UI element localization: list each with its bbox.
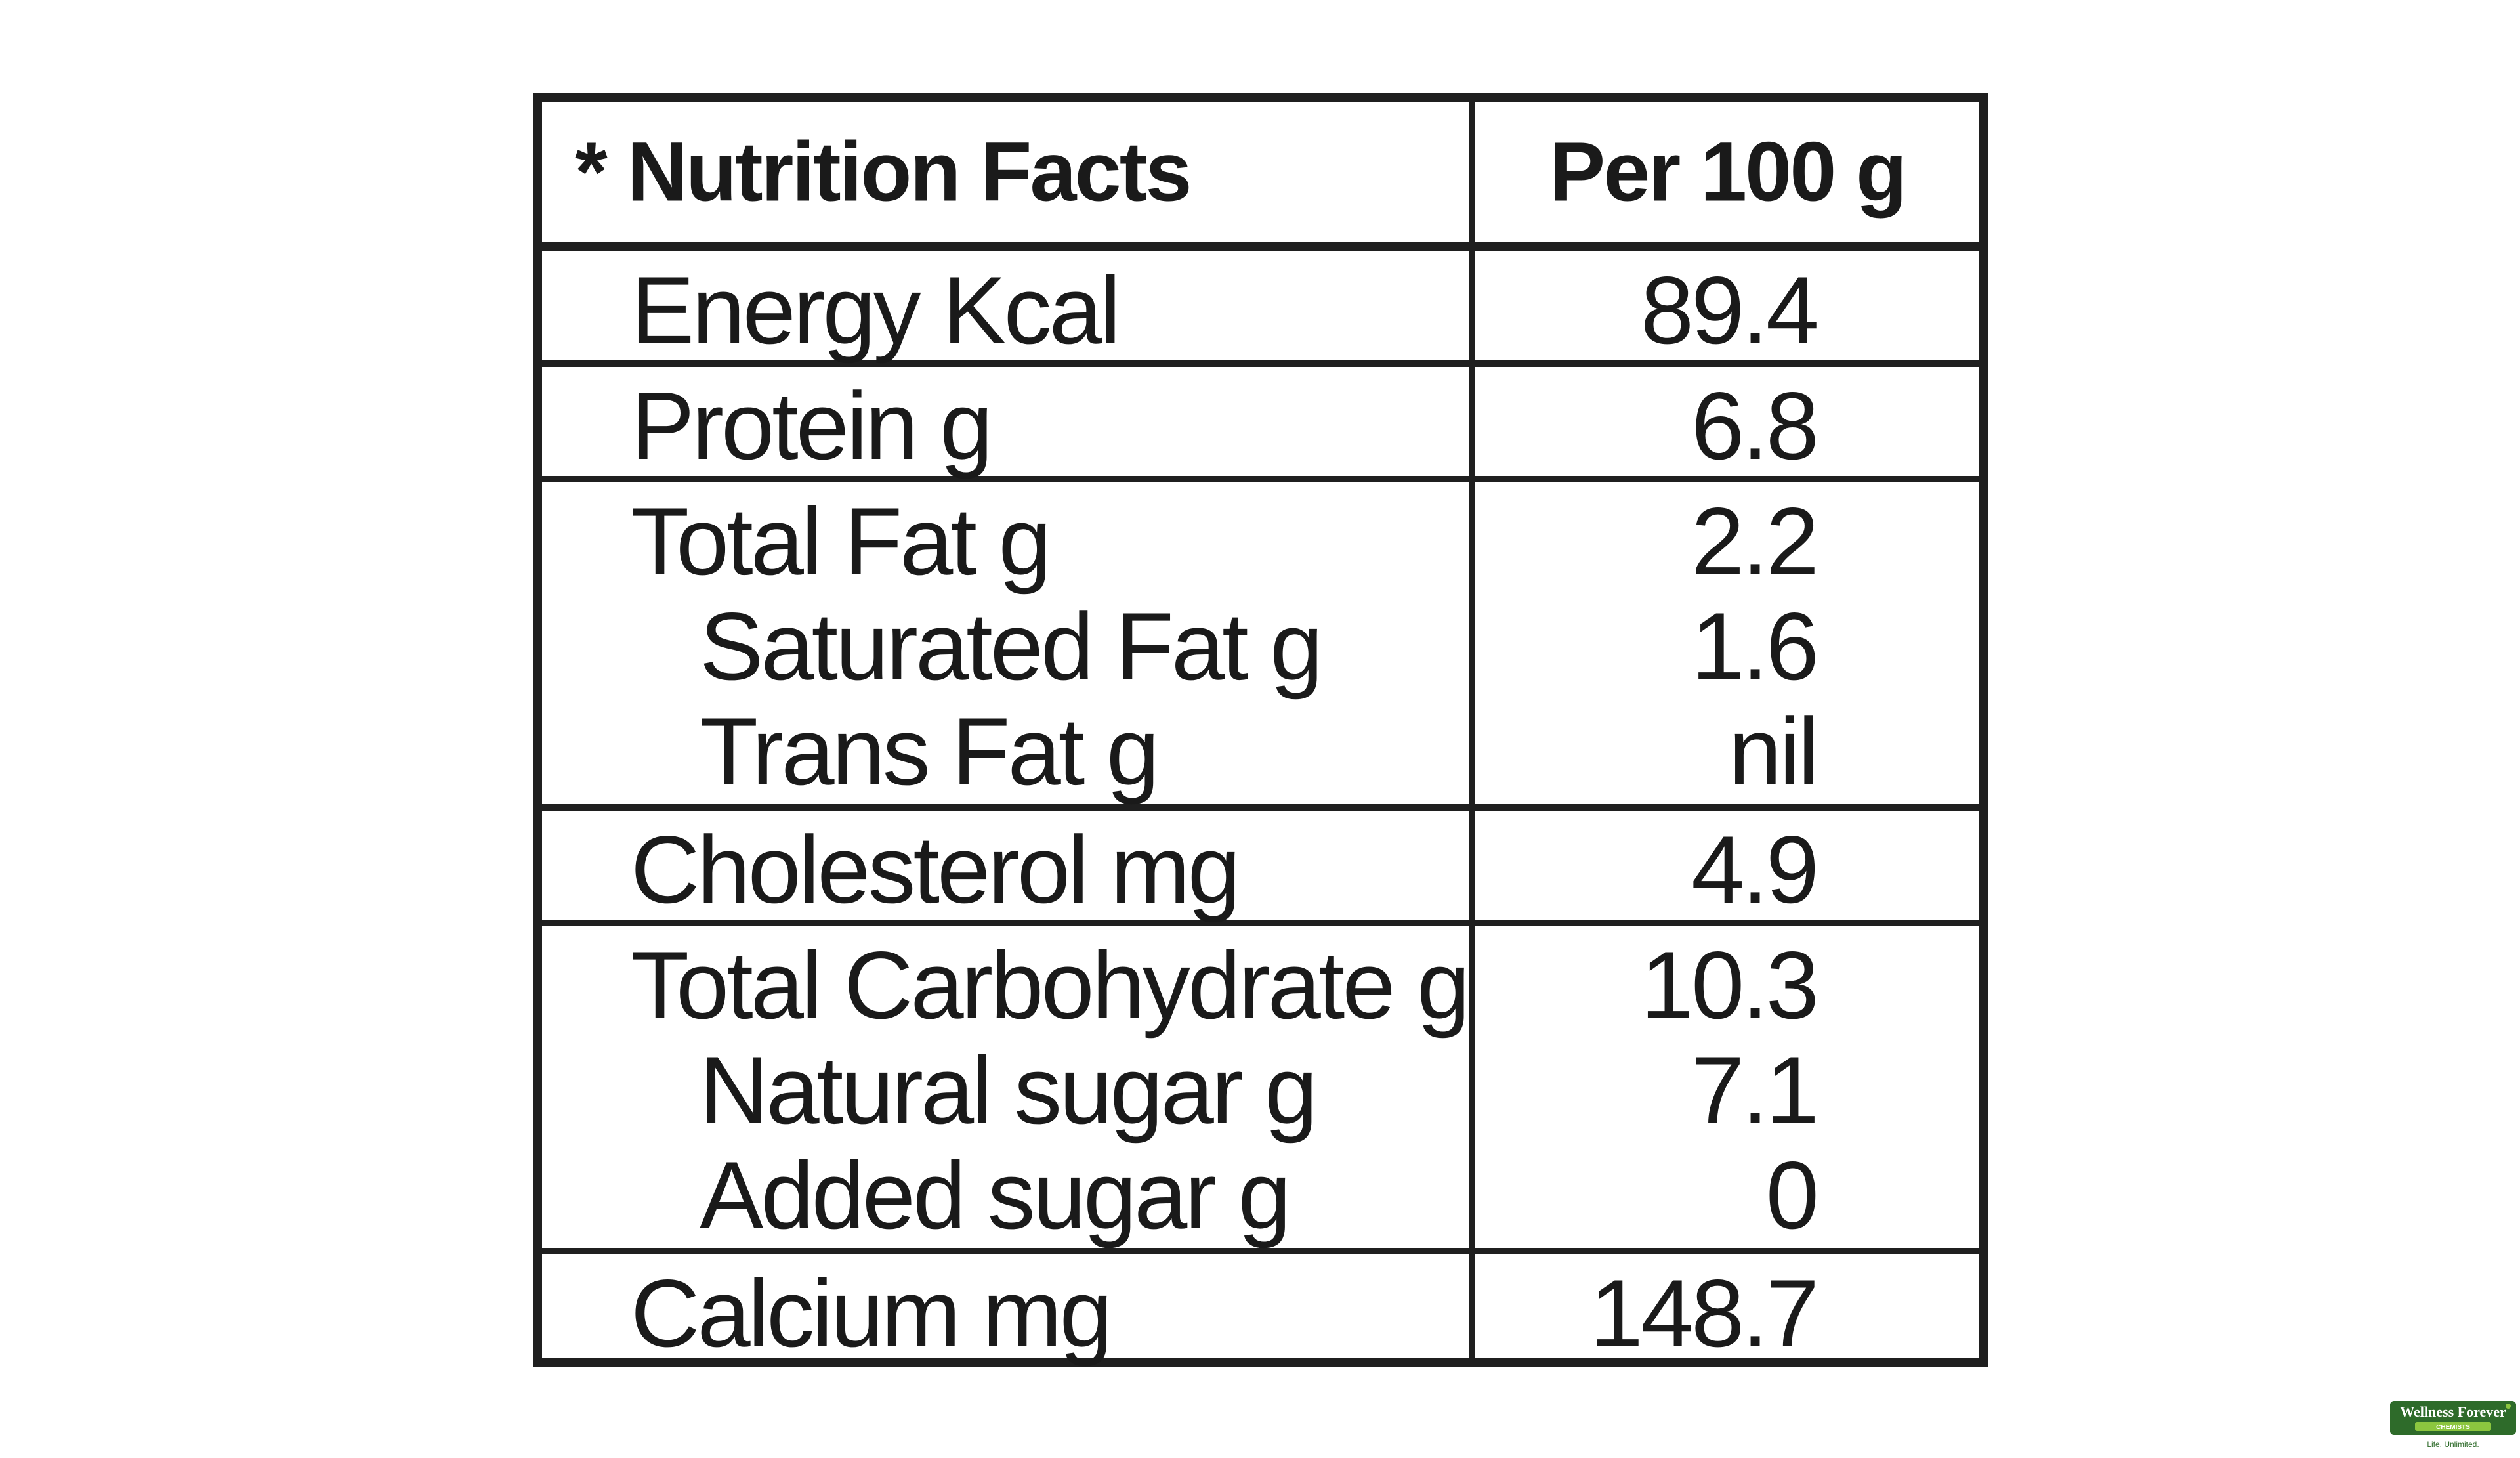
table-row: Energy Kcal: [542, 251, 1475, 367]
table-row-value: 6.8: [1475, 367, 1979, 482]
header-label-cell: * Nutrition Facts: [542, 102, 1475, 251]
nutrient-label-total-fat: Total Fat g: [631, 488, 1052, 595]
nutrient-label-saturated-fat: Saturated Fat g: [700, 593, 1323, 700]
nutrient-value-trans-fat: nil: [1728, 698, 1819, 805]
nutrient-label-cholesterol: Cholesterol mg: [631, 816, 1241, 923]
wellness-forever-logo: Wellness Forever CHEMISTS Life. Unlimite…: [2390, 1401, 2516, 1449]
table-row-value: 2.2 1.6 nil: [1475, 482, 1979, 811]
table-row-value: 148.7: [1475, 1254, 1979, 1366]
nutrient-label-energy: Energy Kcal: [631, 257, 1121, 364]
nutrient-value-energy: 89.4: [1640, 257, 1819, 364]
table-row: Total Fat g Saturated Fat g Trans Fat g: [542, 482, 1475, 811]
nutrient-value-protein: 6.8: [1691, 372, 1819, 479]
nutrient-value-natural-sugar: 7.1: [1691, 1037, 1819, 1144]
nutrient-value-cholesterol: 4.9: [1691, 816, 1819, 923]
table-row: Cholesterol mg: [542, 811, 1475, 926]
table-row-value: 4.9: [1475, 811, 1979, 926]
nutrient-value-calcium: 148.7: [1589, 1260, 1819, 1367]
nutrient-value-added-sugar: 0: [1765, 1142, 1819, 1249]
table-title: * Nutrition Facts: [575, 125, 1192, 219]
nutrient-label-calcium: Calcium mg: [631, 1260, 1113, 1367]
svg-text:CHEMISTS: CHEMISTS: [2436, 1424, 2470, 1431]
svg-text:Wellness Forever: Wellness Forever: [2400, 1404, 2506, 1420]
table-row: Total Carbohydrate g Natural sugar g Add…: [542, 926, 1475, 1254]
header-value-cell: Per 100 g: [1475, 102, 1979, 251]
nutrient-label-added-sugar: Added sugar g: [700, 1142, 1292, 1249]
table-row: Calcium mg: [542, 1254, 1475, 1366]
nutrient-label-total-carbohydrate: Total Carbohydrate g: [631, 932, 1470, 1039]
nutrient-value-total-carbohydrate: 10.3: [1640, 932, 1819, 1039]
table-row-value: 10.3 7.1 0: [1475, 926, 1979, 1254]
nutrient-value-saturated-fat: 1.6: [1691, 593, 1819, 700]
nutrient-label-protein: Protein g: [631, 372, 993, 479]
nutrition-facts-table: * Nutrition Facts Per 100 g Energy Kcal …: [533, 93, 1988, 1367]
column-header-per-100g: Per 100 g: [1549, 125, 1907, 219]
nutrient-label-trans-fat: Trans Fat g: [700, 698, 1160, 805]
table-row: Protein g: [542, 367, 1475, 482]
table-row-value: 89.4: [1475, 251, 1979, 367]
nutrient-label-natural-sugar: Natural sugar g: [700, 1037, 1318, 1144]
svg-text:Life. Unlimited.: Life. Unlimited.: [2427, 1440, 2479, 1449]
nutrient-value-total-fat: 2.2: [1691, 488, 1819, 595]
